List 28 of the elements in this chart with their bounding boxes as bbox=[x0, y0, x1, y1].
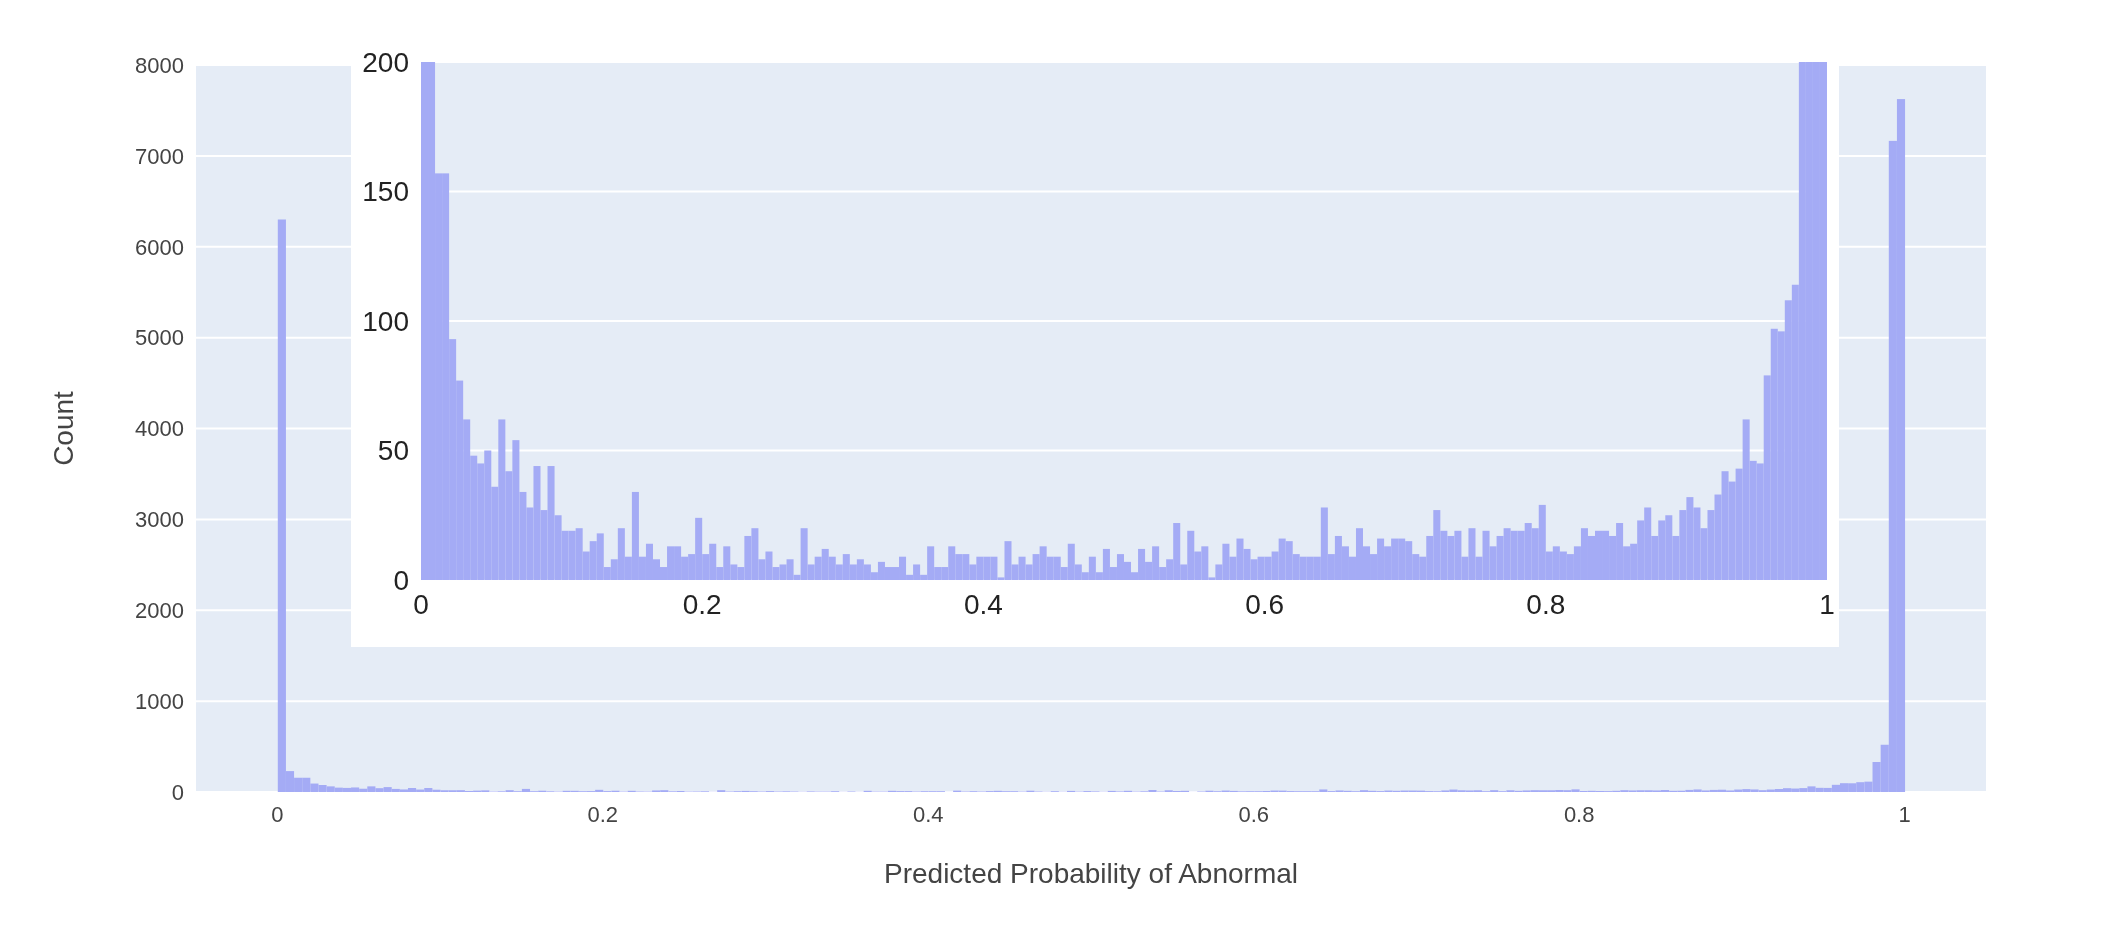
x-tick-label: 1 bbox=[1898, 801, 1911, 827]
x-tick-label: 0 bbox=[413, 588, 429, 620]
y-tick-label: 5000 bbox=[135, 325, 184, 351]
x-tick-label: 0.6 bbox=[1245, 588, 1285, 620]
y-tick-label: 100 bbox=[362, 305, 409, 337]
x-tick-label: 0.4 bbox=[963, 588, 1003, 620]
y-tick-label: 3000 bbox=[135, 507, 184, 533]
y-tick-label: 4000 bbox=[135, 416, 184, 442]
y-tick-label: 200 bbox=[362, 46, 409, 78]
x-tick-label: 0.6 bbox=[1238, 801, 1270, 827]
x-tick-label: 0.4 bbox=[912, 801, 944, 827]
x-tick-label: 0.8 bbox=[1563, 801, 1595, 827]
x-axis-title: Predicted Probability of Abnormal bbox=[884, 858, 1298, 889]
y-tick-label: 1000 bbox=[135, 688, 184, 714]
y-tick-label: 2000 bbox=[135, 598, 184, 624]
y-axis-title: Count bbox=[47, 390, 79, 466]
y-tick-label: 0 bbox=[393, 564, 409, 596]
x-tick-label: 0.2 bbox=[587, 801, 619, 827]
y-tick-label: 0 bbox=[171, 779, 184, 805]
x-tick-label: 0 bbox=[271, 801, 284, 827]
x-tick-label: 0.8 bbox=[1526, 588, 1566, 620]
x-tick-label: 0.2 bbox=[682, 588, 722, 620]
x-tick-label: 1 bbox=[1819, 588, 1835, 620]
y-tick-label: 7000 bbox=[135, 143, 184, 169]
y-tick-label: 8000 bbox=[135, 52, 184, 78]
y-tick-label: 6000 bbox=[135, 234, 184, 260]
y-tick-label: 150 bbox=[362, 176, 409, 208]
y-tick-label: 50 bbox=[377, 435, 409, 467]
